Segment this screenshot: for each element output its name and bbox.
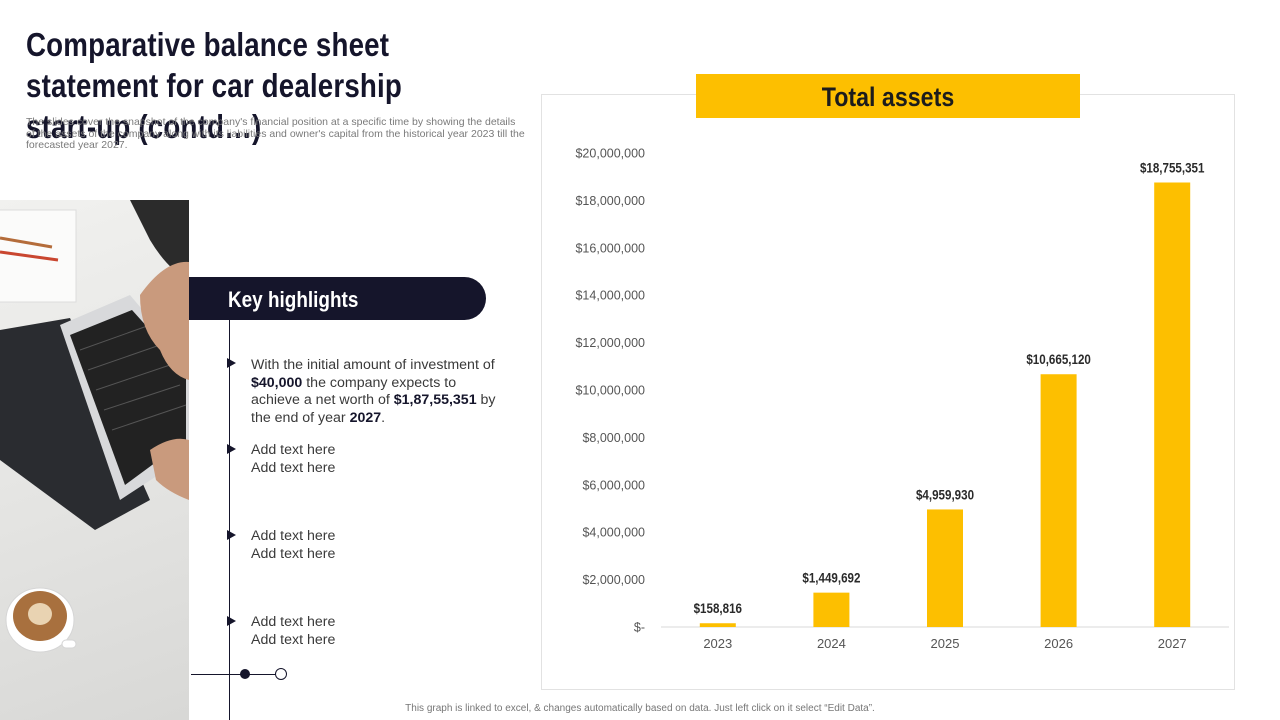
bar-2027 bbox=[1154, 182, 1191, 628]
data-label: $10,665,120 bbox=[1026, 352, 1091, 367]
y-tick-label: $8,000,000 bbox=[582, 431, 645, 445]
laptop-photo bbox=[0, 200, 189, 720]
highlight-placeholder-2: Add text here Add text here bbox=[251, 528, 336, 562]
bullet-arrow-icon bbox=[227, 616, 236, 626]
bar-2024 bbox=[813, 592, 850, 627]
highlight-main-point: With the initial amount of investment of… bbox=[251, 357, 496, 426]
bar-2023 bbox=[699, 623, 736, 627]
bullet-arrow-icon bbox=[227, 358, 236, 368]
y-tick-label: $14,000,000 bbox=[575, 289, 645, 303]
x-tick-label: 2023 bbox=[703, 636, 732, 651]
x-tick-label: 2024 bbox=[817, 636, 846, 651]
timeline-connector bbox=[191, 674, 281, 675]
key-highlights-heading: Key highlights bbox=[228, 287, 359, 312]
x-tick-label: 2027 bbox=[1158, 636, 1187, 651]
highlight-placeholder-3: Add text here Add text here bbox=[251, 614, 336, 648]
chart-title-banner: Total assets bbox=[696, 74, 1080, 118]
bar-2025 bbox=[927, 509, 963, 627]
timeline-dot-filled bbox=[240, 669, 250, 679]
data-label: $4,959,930 bbox=[916, 488, 974, 503]
data-label: $158,816 bbox=[694, 601, 742, 616]
y-tick-label: $20,000,000 bbox=[575, 147, 645, 161]
y-tick-label: $18,000,000 bbox=[575, 194, 645, 208]
slide-subtitle: The slides cover the snapshot of the com… bbox=[26, 116, 525, 151]
highlight-placeholder-1: Add text here Add text here bbox=[251, 442, 336, 476]
data-label: $1,449,692 bbox=[802, 571, 860, 586]
timeline-line bbox=[229, 320, 230, 720]
timeline-dot-open bbox=[275, 668, 287, 680]
bullet-arrow-icon bbox=[227, 530, 236, 540]
y-tick-label: $16,000,000 bbox=[575, 241, 645, 255]
y-tick-label: $12,000,000 bbox=[575, 336, 645, 350]
x-tick-label: 2026 bbox=[1044, 636, 1073, 651]
key-highlights-banner: Key highlights bbox=[189, 277, 486, 320]
y-tick-label: $10,000,000 bbox=[575, 384, 645, 398]
bullet-arrow-icon bbox=[227, 444, 236, 454]
bar-2026 bbox=[1040, 374, 1077, 627]
y-tick-label: $6,000,000 bbox=[582, 478, 645, 492]
y-tick-label: $4,000,000 bbox=[582, 526, 645, 540]
x-tick-label: 2025 bbox=[931, 636, 960, 651]
footer-note: This graph is linked to excel, & changes… bbox=[405, 703, 875, 714]
data-label: $18,755,351 bbox=[1140, 161, 1205, 176]
slide-title: Comparative balance sheet statement for … bbox=[26, 26, 402, 145]
chart-title: Total assets bbox=[821, 82, 955, 112]
y-tick-label: $- bbox=[634, 621, 645, 635]
y-tick-label: $2,000,000 bbox=[582, 573, 645, 587]
